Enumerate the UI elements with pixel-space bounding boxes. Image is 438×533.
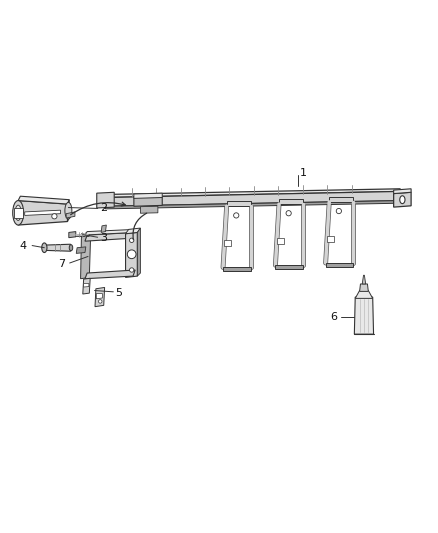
Polygon shape [96,294,102,299]
Text: 2: 2 [100,204,107,213]
Circle shape [99,300,102,303]
Polygon shape [126,228,141,234]
Polygon shape [394,192,411,207]
Polygon shape [106,200,400,209]
Circle shape [286,211,291,216]
Polygon shape [84,284,89,287]
Polygon shape [327,236,334,241]
Text: 6: 6 [330,312,337,322]
Ellipse shape [13,200,24,225]
Text: 7: 7 [58,260,65,269]
Polygon shape [226,201,251,206]
Circle shape [130,238,134,243]
Polygon shape [134,193,162,198]
Polygon shape [362,275,366,284]
FancyArrowPatch shape [133,213,147,240]
Ellipse shape [400,196,405,204]
Polygon shape [106,189,400,198]
Polygon shape [355,290,373,298]
Polygon shape [325,263,353,266]
Polygon shape [44,244,71,251]
Text: 4: 4 [20,240,27,251]
Circle shape [130,268,134,272]
Circle shape [127,250,136,259]
Polygon shape [18,200,67,225]
Polygon shape [66,212,75,218]
Polygon shape [76,247,86,253]
Circle shape [336,208,342,214]
Ellipse shape [69,245,73,251]
Polygon shape [85,229,135,235]
Polygon shape [67,200,69,222]
Polygon shape [95,287,105,306]
Polygon shape [101,225,106,232]
Polygon shape [106,191,400,206]
Text: 5: 5 [116,288,123,298]
Polygon shape [85,270,135,279]
Polygon shape [85,232,135,241]
Ellipse shape [65,203,72,219]
Polygon shape [25,210,60,215]
Polygon shape [126,232,138,277]
Polygon shape [97,192,114,208]
Polygon shape [279,199,303,204]
Polygon shape [81,234,91,279]
Circle shape [233,213,239,218]
Polygon shape [354,297,374,334]
Polygon shape [138,228,141,276]
Polygon shape [277,238,284,244]
Circle shape [52,214,57,219]
Text: 1: 1 [300,168,307,177]
Polygon shape [69,231,76,238]
Polygon shape [134,197,162,206]
Polygon shape [360,284,368,292]
Polygon shape [223,268,251,271]
Polygon shape [329,197,353,202]
Polygon shape [224,240,231,246]
Ellipse shape [15,205,21,221]
Polygon shape [18,196,69,204]
Polygon shape [83,278,90,294]
Polygon shape [14,207,22,218]
Ellipse shape [42,243,47,253]
Polygon shape [394,189,411,193]
Polygon shape [276,265,303,269]
Polygon shape [141,206,158,213]
Text: 3: 3 [100,233,107,243]
FancyArrowPatch shape [71,202,125,215]
